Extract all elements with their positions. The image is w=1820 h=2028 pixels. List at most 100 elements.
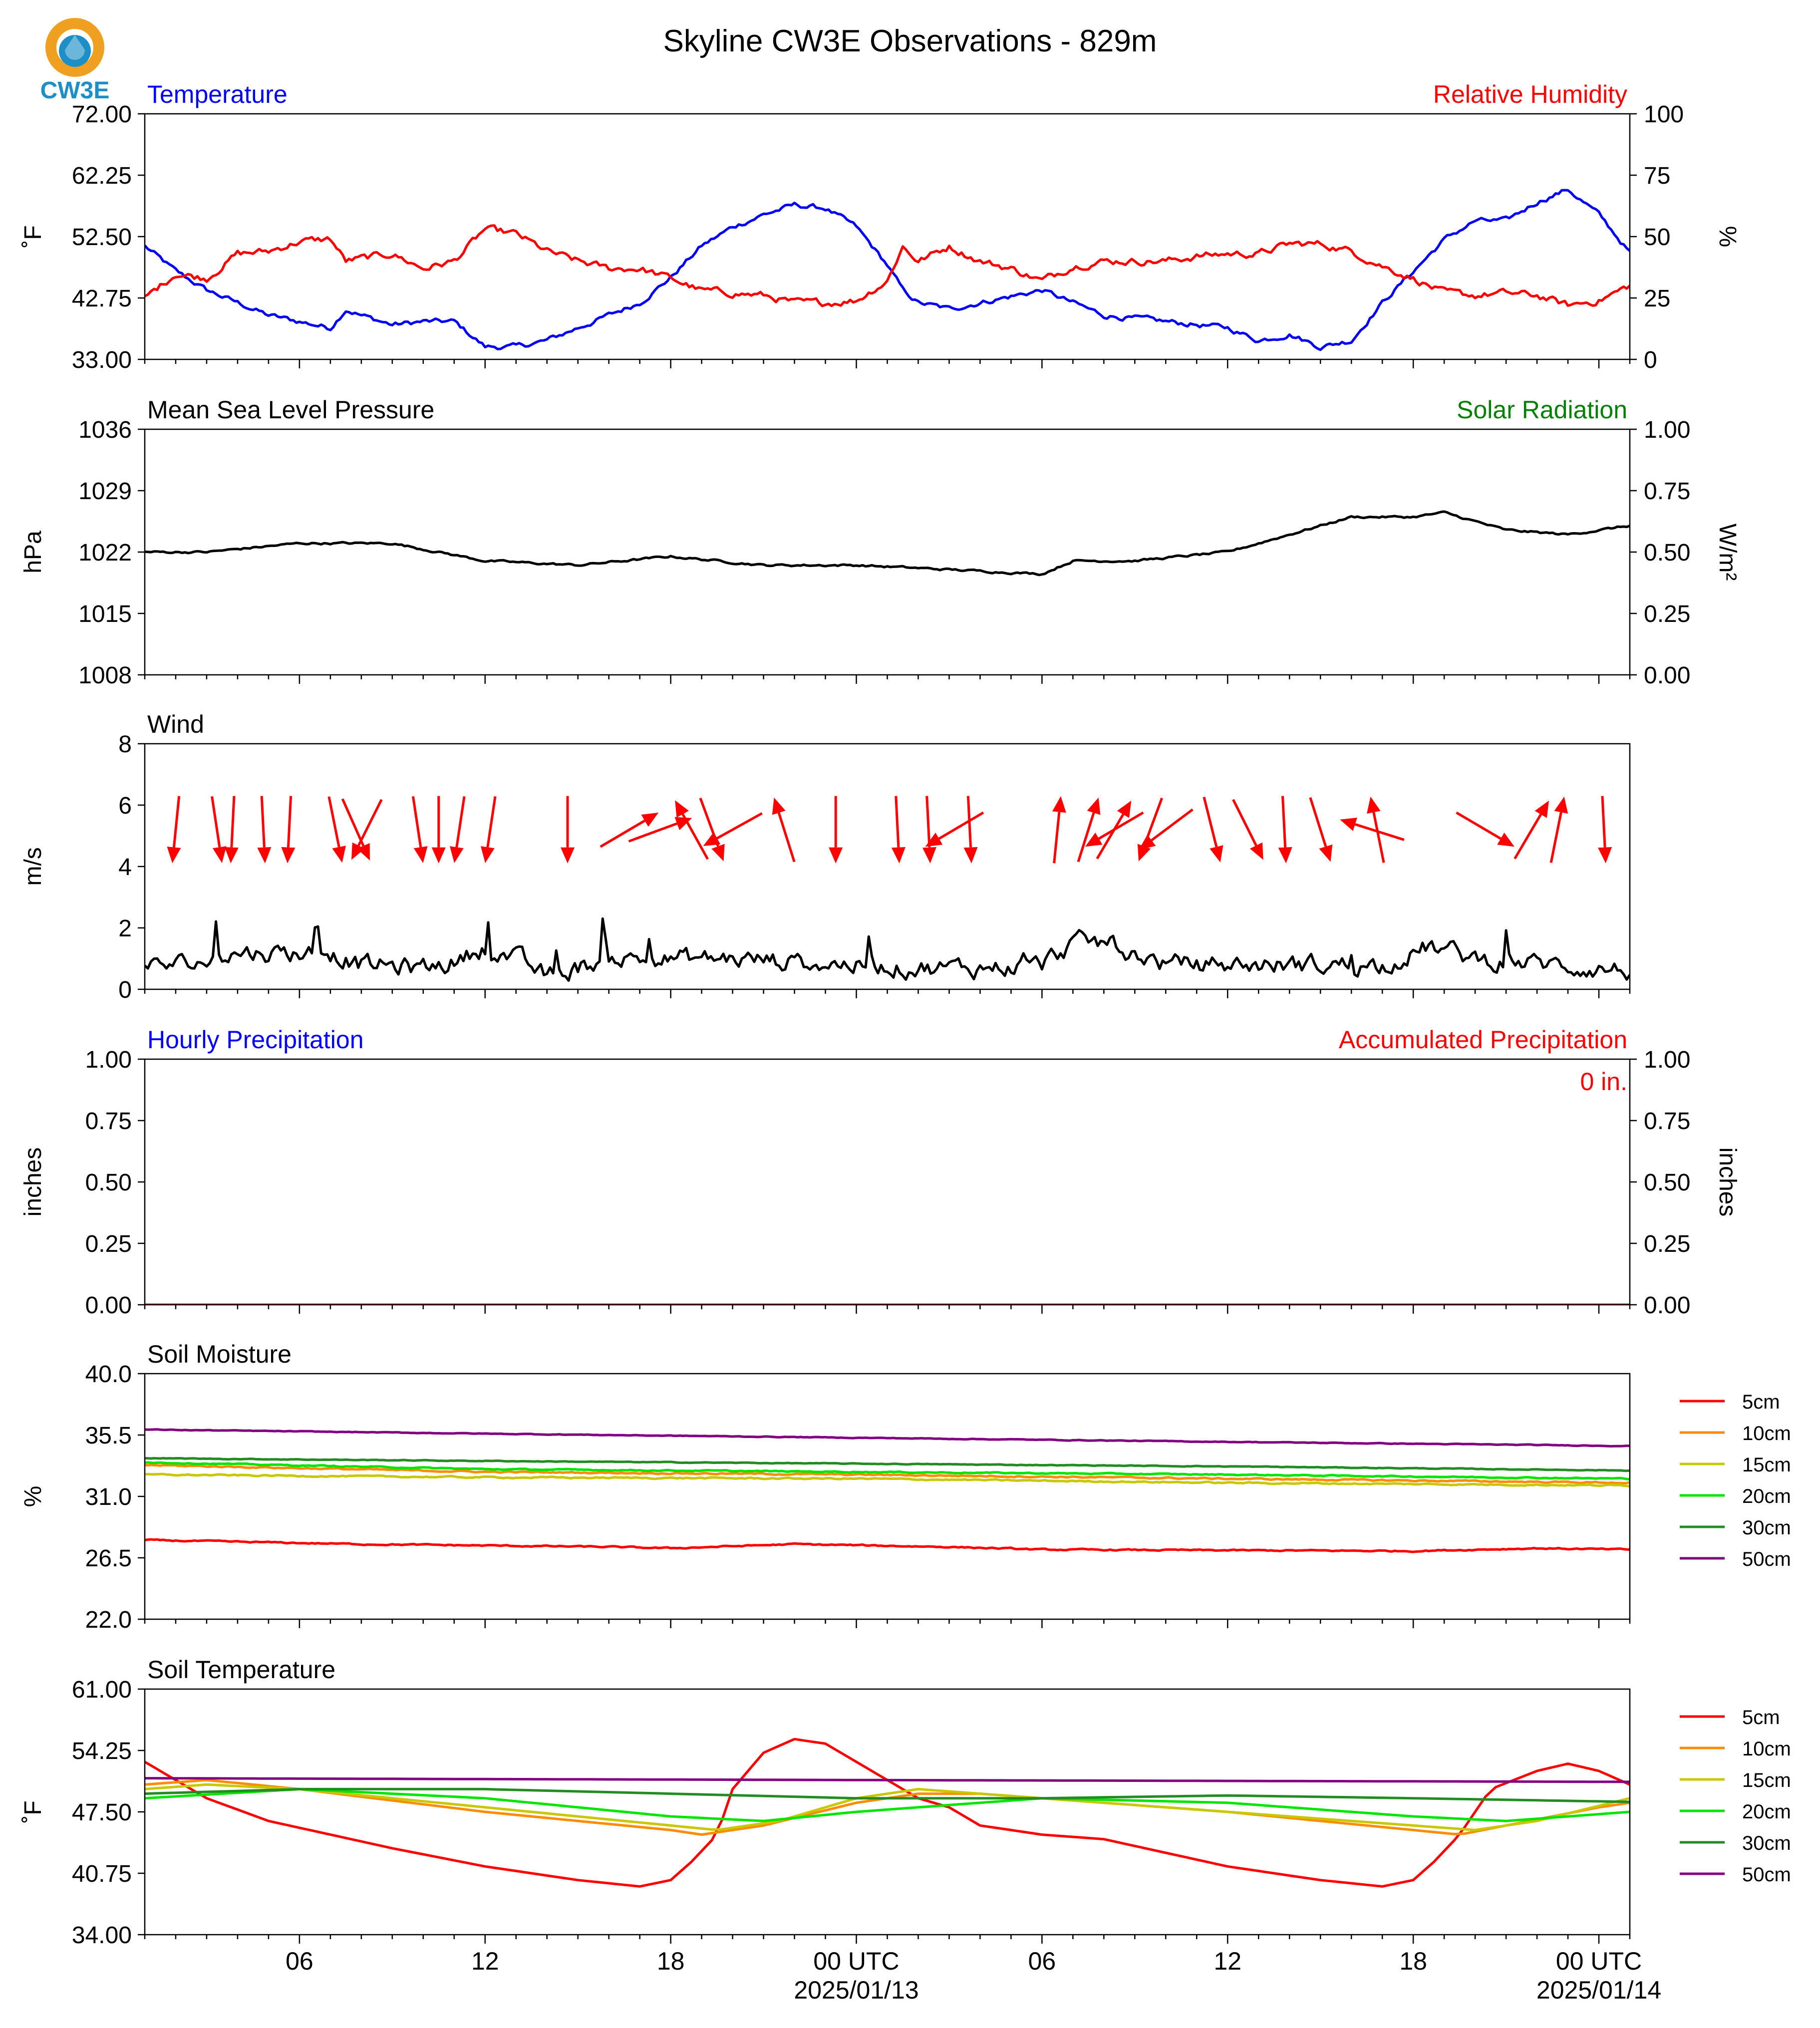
- wind-arrow: [963, 796, 978, 864]
- y-axis-label: hPa: [20, 531, 46, 574]
- series-group: [145, 189, 1630, 351]
- wind-arrow: [1096, 801, 1132, 860]
- y-axis-label: m/s: [20, 847, 46, 885]
- series-line-10cm: [145, 1463, 1630, 1485]
- legend-label: 10cm: [1742, 1738, 1791, 1760]
- wind-arrow: [351, 799, 383, 860]
- y-tick-label: 8: [118, 731, 132, 758]
- wind-arrow: [891, 796, 906, 864]
- y2-tick-label: 50: [1644, 224, 1670, 251]
- panel-pressure: Mean Sea Level Pressure Solar Radiation 10…: [20, 396, 1741, 689]
- wind-arrow: [257, 796, 272, 864]
- series-line-15cm: [145, 1472, 1630, 1488]
- y2-axis-label: inches: [1714, 1148, 1741, 1217]
- y-tick-label: 52.50: [72, 224, 132, 251]
- wind-arrow: [211, 796, 227, 863]
- panel-title-left: Soil Moisture: [147, 1340, 292, 1368]
- logo-drop-icon: [59, 35, 91, 67]
- series-line-30cm: [145, 1787, 1630, 1803]
- wind-arrow: [1456, 811, 1515, 847]
- legend-label: 5cm: [1742, 1707, 1780, 1729]
- y-tick-label: 0.75: [85, 1108, 132, 1135]
- series-line-20cm: [145, 1787, 1630, 1822]
- wind-arrow: [703, 812, 763, 846]
- x-date-label: 2025/01/13: [794, 1976, 918, 2004]
- series-line-pressure-0: [145, 510, 1630, 577]
- y-tick-label: 26.5: [85, 1545, 132, 1572]
- wind-arrow: [675, 800, 709, 860]
- panel-soil_temp: Soil Temperature 34.00 40.75 47.50 54.25 61.0…: [20, 1656, 1791, 1949]
- panel-title-right: Accumulated Precipitation: [1339, 1026, 1627, 1054]
- y-tick-label: 6: [118, 793, 132, 819]
- y2-tick-label: 1.00: [1644, 417, 1690, 443]
- y-tick-label: 61.00: [72, 1677, 132, 1703]
- series-group: [145, 917, 1630, 982]
- y2-tick-label: 1.00: [1644, 1047, 1690, 1073]
- panel-soil_moisture: Soil Moisture 22.0 26.5 31.0 35.5 40.0% 5cm 10c…: [20, 1340, 1791, 1633]
- legend-label: 50cm: [1742, 1864, 1791, 1886]
- y-tick-label: 1008: [78, 662, 132, 689]
- wind-arrow: [922, 796, 936, 864]
- panel-title-left: Hourly Precipitation: [147, 1026, 364, 1054]
- y2-tick-label: 0.25: [1644, 601, 1690, 627]
- y2-tick-label: 0: [1644, 347, 1657, 373]
- y-axis-label: inches: [20, 1148, 46, 1217]
- y-axis-label: %: [20, 1486, 46, 1507]
- wind-arrow: [925, 811, 984, 847]
- y2-tick-label: 0.50: [1644, 1169, 1690, 1196]
- panel-title-left: Soil Temperature: [147, 1656, 335, 1684]
- legend: 5cm 10cm 15cm 20cm 30cm 50cm: [1680, 1707, 1791, 1886]
- wind-arrow: [1549, 797, 1568, 863]
- series-group: [145, 1428, 1630, 1553]
- wind-arrow: [600, 812, 659, 848]
- y2-tick-label: 0.25: [1644, 1231, 1690, 1257]
- series-line-temp_rh-0: [145, 189, 1630, 351]
- wind-arrow: [450, 796, 466, 863]
- y2-tick-label: 0.75: [1644, 478, 1690, 505]
- panel-title-right: Solar Radiation: [1457, 396, 1627, 424]
- legend-label: 15cm: [1742, 1454, 1791, 1476]
- wind-arrow: [431, 796, 446, 864]
- panel-title-left: Temperature: [147, 80, 288, 108]
- legend: 5cm 10cm 15cm 20cm 30cm 50cm: [1680, 1391, 1791, 1570]
- x-tick-label: 06: [1028, 1947, 1056, 1975]
- x-tick-label: 12: [471, 1947, 499, 1975]
- y2-tick-label: 100: [1644, 101, 1684, 128]
- wind-arrow: [167, 796, 181, 864]
- legend-label: 30cm: [1742, 1517, 1791, 1539]
- wind-arrow: [1514, 801, 1549, 860]
- x-tick-label: 06: [286, 1947, 313, 1975]
- wind-arrow: [1340, 818, 1405, 841]
- y-tick-label: 34.00: [72, 1922, 132, 1949]
- series-line-50cm: [145, 1428, 1630, 1448]
- wind-arrow: [411, 796, 428, 863]
- panel-wind: Wind 0 2 4 6 8 m/s: [20, 710, 1631, 1003]
- y-tick-label: 72.00: [72, 101, 132, 128]
- y-tick-label: 1022: [78, 540, 132, 566]
- panel-title-left: Mean Sea Level Pressure: [147, 396, 434, 424]
- y2-tick-label: 0.00: [1644, 1292, 1690, 1319]
- wind-arrow: [224, 796, 239, 864]
- y2-tick-label: 0.00: [1644, 662, 1690, 689]
- wind-arrow: [1085, 811, 1144, 847]
- y-axis-label: ˚F: [20, 225, 46, 248]
- wind-arrow: [1139, 808, 1194, 850]
- wind-arrows: [167, 796, 1612, 864]
- series-line-wind-0: [145, 917, 1630, 982]
- y-tick-label: 4: [118, 854, 132, 880]
- wind-arrow: [480, 796, 497, 863]
- y-tick-label: 22.0: [85, 1607, 132, 1633]
- panel-title-left: Wind: [147, 710, 204, 738]
- y-axis-label: ˚F: [20, 1800, 46, 1823]
- y-tick-label: 40.0: [85, 1361, 132, 1388]
- x-date-label: 2025/01/14: [1536, 1976, 1661, 2004]
- wind-arrow: [1367, 797, 1385, 863]
- panel-precip: Hourly Precipitation Accumulated Precipit…: [20, 1026, 1741, 1319]
- panel-temp_rh: Temperature Relative Humidity 33.00 42.75 52…: [20, 80, 1741, 373]
- x-tick-label: 18: [1399, 1947, 1427, 1975]
- y-tick-label: 62.25: [72, 163, 132, 189]
- panel-title-right: Relative Humidity: [1433, 80, 1627, 108]
- accumulated-total-label: 0 in.: [1580, 1068, 1627, 1096]
- y-tick-label: 31.0: [85, 1484, 132, 1510]
- panels: Temperature Relative Humidity 33.00 42.75 52…: [20, 80, 1791, 1949]
